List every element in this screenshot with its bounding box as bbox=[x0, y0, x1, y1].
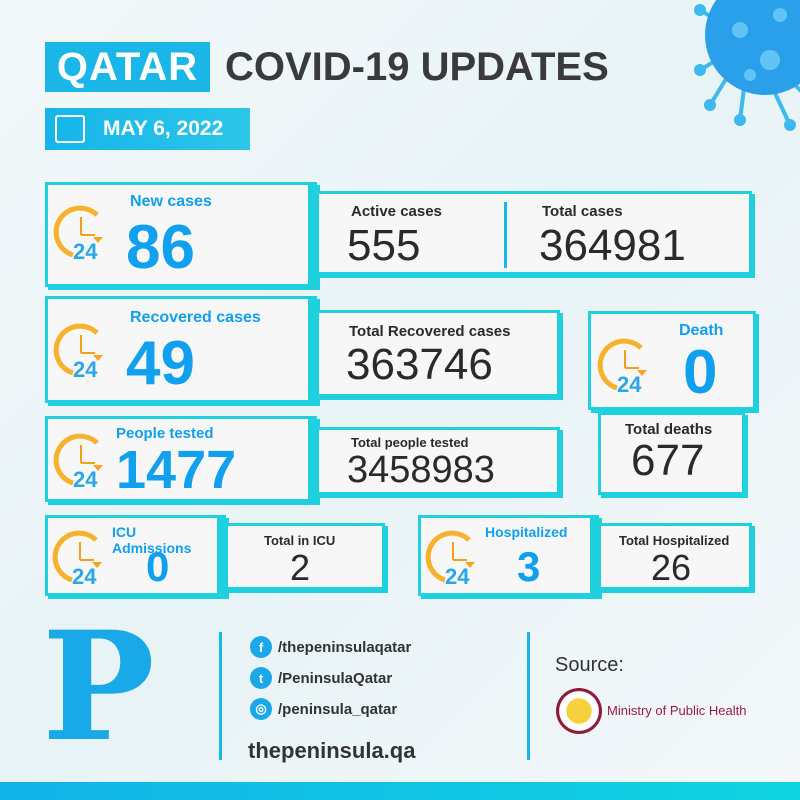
hospitalized-value: 3 bbox=[517, 543, 541, 590]
icu-card: 24 ICU Admissions 0 bbox=[45, 515, 226, 596]
total-hospitalized-label: Total Hospitalized bbox=[619, 533, 730, 548]
footer-bar bbox=[0, 782, 800, 800]
date-text: MAY 6, 2022 bbox=[103, 117, 224, 140]
tested-label: People tested bbox=[116, 425, 214, 442]
source-label: Source: bbox=[555, 654, 624, 676]
svg-text:24: 24 bbox=[73, 239, 98, 264]
facebook-icon: f bbox=[250, 636, 272, 658]
death-label: Death bbox=[679, 322, 724, 339]
country-title: QATAR bbox=[45, 42, 210, 92]
total-cases-value: 364981 bbox=[539, 221, 686, 270]
instagram-icon: ◎ bbox=[250, 698, 272, 720]
calendar-icon bbox=[55, 115, 85, 143]
recovered-card: 24 Recovered cases 49 bbox=[45, 296, 317, 403]
total-deaths-card: Total deaths 677 bbox=[598, 412, 745, 495]
new-cases-label: New cases bbox=[130, 193, 212, 210]
total-recovered-label: Total Recovered cases bbox=[349, 323, 511, 340]
instagram-link[interactable]: ◎ /peninsula_qatar bbox=[250, 698, 397, 720]
facebook-handle: /thepeninsulaqatar bbox=[278, 638, 412, 656]
date-bar: MAY 6, 2022 bbox=[45, 108, 250, 150]
icu-value: 0 bbox=[146, 543, 170, 590]
total-deaths-label: Total deaths bbox=[625, 421, 713, 438]
source-name: Ministry of Public Health bbox=[607, 703, 747, 718]
tested-value: 1477 bbox=[116, 440, 237, 500]
total-cases-label: Total cases bbox=[542, 203, 623, 220]
page-title: COVID-19 UPDATES bbox=[225, 45, 609, 89]
total-tested-card: Total people tested 3458983 bbox=[316, 427, 560, 495]
svg-text:24: 24 bbox=[72, 564, 97, 589]
divider bbox=[219, 632, 222, 760]
divider bbox=[527, 632, 530, 760]
hospitalized-card: 24 Hospitalized 3 bbox=[418, 515, 599, 596]
virus-illustration bbox=[694, 0, 800, 131]
twitter-icon: t bbox=[250, 667, 272, 689]
death-card: 24 Death 0 bbox=[588, 311, 756, 410]
total-hospitalized-card: Total Hospitalized 26 bbox=[598, 523, 752, 590]
total-tested-label: Total people tested bbox=[351, 435, 469, 450]
svg-text:24: 24 bbox=[617, 372, 642, 397]
hospitalized-label: Hospitalized bbox=[485, 524, 568, 540]
clock-24-icon: 24 bbox=[52, 528, 114, 590]
clock-24-icon: 24 bbox=[597, 336, 659, 398]
death-value: 0 bbox=[683, 338, 718, 407]
clock-24-icon: 24 bbox=[53, 431, 115, 493]
svg-text:24: 24 bbox=[445, 564, 470, 589]
twitter-link[interactable]: t/PeninsulaQatar bbox=[250, 667, 392, 689]
instagram-handle: /peninsula_qatar bbox=[278, 700, 398, 718]
twitter-handle: /PeninsulaQatar bbox=[278, 669, 393, 687]
new-cases-card: 24 New cases 86 bbox=[45, 182, 317, 287]
svg-text:24: 24 bbox=[73, 467, 98, 492]
clock-24-icon: 24 bbox=[53, 321, 115, 383]
total-icu-card: Total in ICU 2 bbox=[225, 523, 385, 590]
svg-text:24: 24 bbox=[73, 357, 98, 382]
facebook-link[interactable]: f/thepeninsulaqatar bbox=[250, 636, 411, 658]
total-icu-label: Total in ICU bbox=[264, 533, 336, 548]
website-link[interactable]: thepeninsula.qa bbox=[248, 738, 416, 763]
total-icu-value: 2 bbox=[290, 547, 311, 588]
recovered-value: 49 bbox=[126, 329, 195, 398]
active-cases-label: Active cases bbox=[351, 203, 442, 220]
recovered-label: Recovered cases bbox=[130, 309, 261, 326]
total-recovered-value: 363746 bbox=[346, 340, 493, 389]
tested-card: 24 People tested 1477 bbox=[45, 416, 317, 502]
new-cases-value: 86 bbox=[126, 213, 195, 282]
icu-label: ICU Admissions bbox=[112, 524, 192, 556]
peninsula-logo: P bbox=[42, 599, 155, 775]
total-hospitalized-value: 26 bbox=[651, 547, 692, 588]
divider bbox=[504, 202, 507, 268]
total-tested-value: 3458983 bbox=[347, 449, 495, 491]
clock-24-icon: 24 bbox=[425, 528, 487, 590]
cases-totals-card: Active cases 555 Total cases 364981 bbox=[316, 191, 752, 275]
total-deaths-value: 677 bbox=[631, 436, 705, 485]
clock-24-icon: 24 bbox=[53, 203, 115, 265]
total-recovered-card: Total Recovered cases 363746 bbox=[316, 310, 560, 397]
ministry-seal-icon bbox=[556, 688, 602, 734]
active-cases-value: 555 bbox=[347, 221, 421, 270]
